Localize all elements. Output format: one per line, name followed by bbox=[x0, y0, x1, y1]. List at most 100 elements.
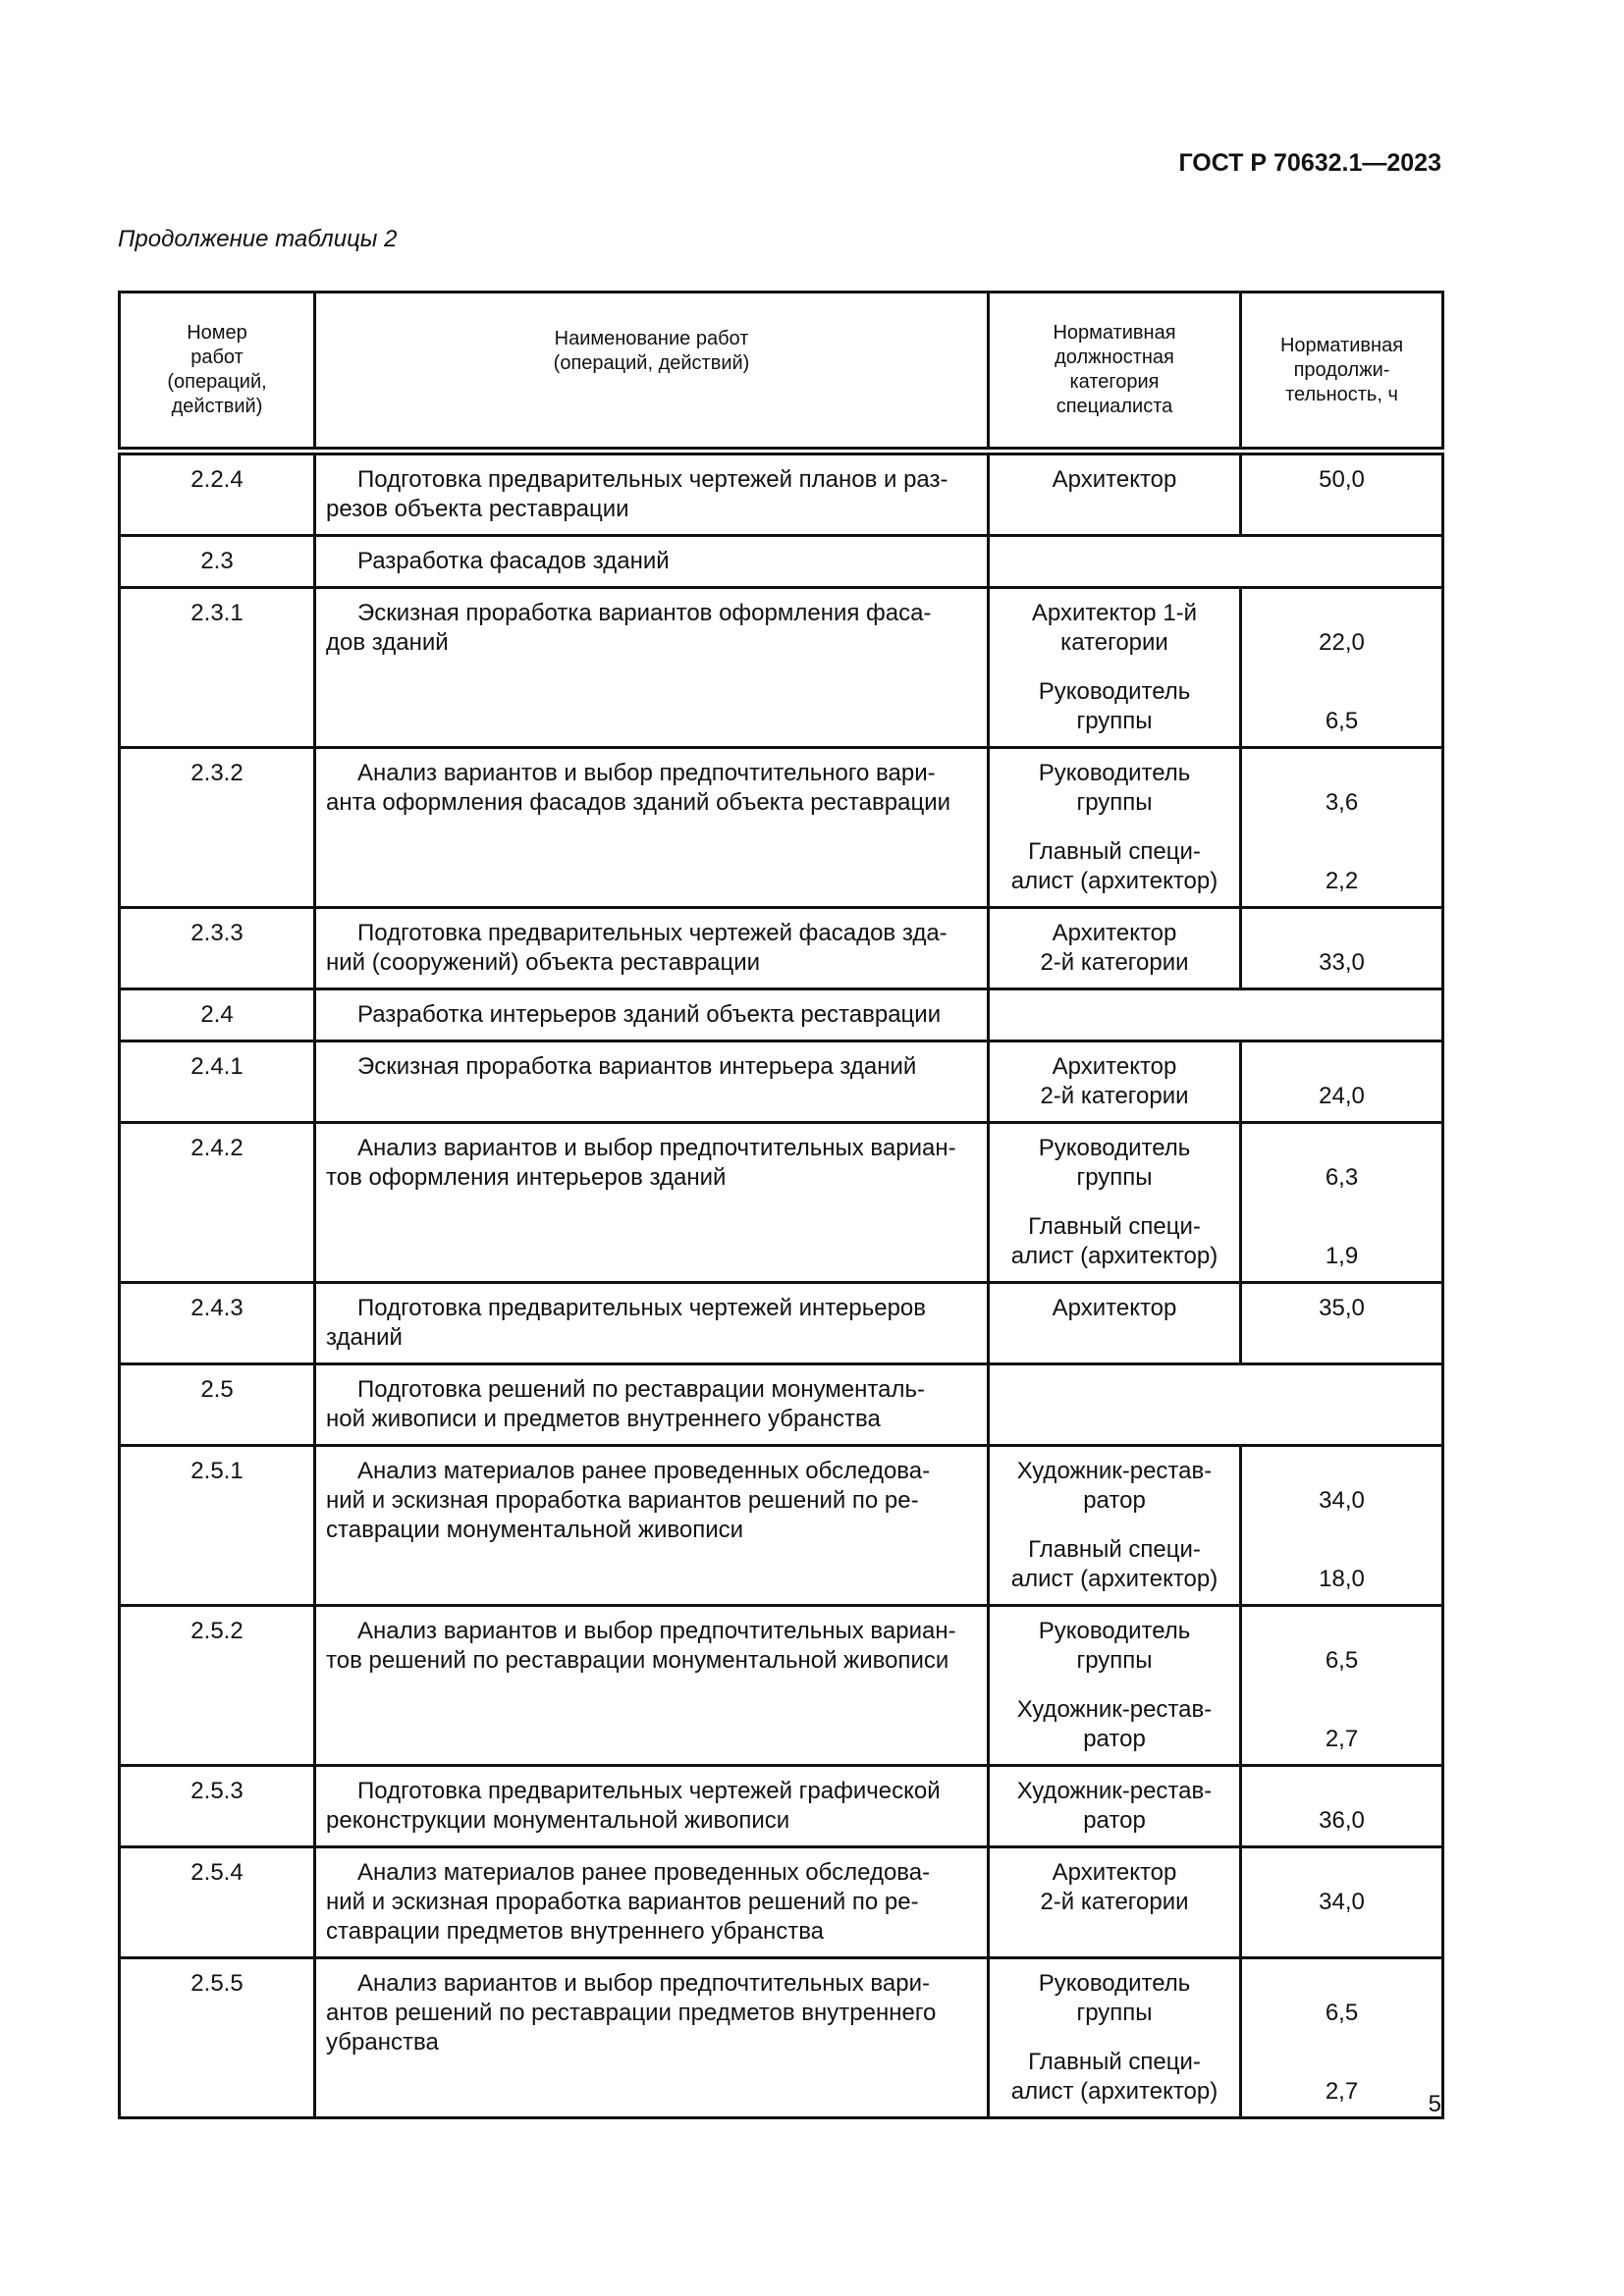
duration-cell: 24,0 bbox=[1239, 1040, 1444, 1124]
header-work-name: Наименование работ (операций, действий) bbox=[313, 291, 990, 453]
table-row: 2.4.3 Подготовка предварительных чертежей… bbox=[118, 1281, 1444, 1365]
specialist-cell: Архитектор bbox=[987, 1281, 1242, 1365]
specialist-category: Главный специ- алист (архитектор) bbox=[1010, 838, 1218, 894]
duration-cell: 34,0 bbox=[1239, 1845, 1444, 1959]
duration-cell: 36,0 bbox=[1239, 1764, 1444, 1848]
duration-value: 50,0 bbox=[1319, 466, 1365, 493]
duration-value: 6,5 bbox=[1325, 708, 1359, 734]
work-number: 2.5.1 bbox=[118, 1444, 316, 1607]
specialist-category: Художник-рестав- ратор bbox=[1016, 1696, 1213, 1752]
duration-cell: 6,3 1,9 bbox=[1239, 1121, 1444, 1284]
duration-value: 2,7 bbox=[1325, 1726, 1359, 1752]
duration-cell: 6,5 2,7 bbox=[1239, 1956, 1444, 2119]
specialist-category: Руководитель группы bbox=[1038, 1618, 1191, 1674]
specialist-category: Архитектор bbox=[1052, 466, 1177, 493]
specialist-category: Художник-рестав- ратор bbox=[1016, 1458, 1213, 1514]
header-specialist-category: Нормативная должностная категория специа… bbox=[987, 291, 1242, 453]
specialist-cell: Руководитель группы Главный специ- алист … bbox=[987, 1121, 1242, 1284]
duration-value: 1,9 bbox=[1325, 1243, 1359, 1269]
duration-value: 36,0 bbox=[1319, 1807, 1365, 1834]
specialist-category: Руководитель группы bbox=[1038, 1970, 1191, 2026]
duration-value: 18,0 bbox=[1319, 1566, 1365, 1592]
work-number: 2.4.3 bbox=[118, 1281, 316, 1365]
specialist-category: Главный специ- алист (архитектор) bbox=[1010, 1536, 1218, 1592]
table-header-row: Номер работ (операций, действий) Наимено… bbox=[118, 291, 1444, 453]
empty-cell bbox=[987, 534, 1444, 589]
work-name: Анализ вариантов и выбор предпочтительно… bbox=[313, 746, 990, 909]
specialist-category: Архитектор 2-й категории bbox=[1040, 1053, 1189, 1109]
duration-value: 6,5 bbox=[1325, 1647, 1359, 1674]
work-name: Подготовка предварительных чертежей фаса… bbox=[313, 906, 990, 990]
duration-value: 35,0 bbox=[1319, 1295, 1365, 1321]
duration-value: 24,0 bbox=[1319, 1083, 1365, 1109]
work-number: 2.3 bbox=[118, 534, 316, 589]
document-code: ГОСТ Р 70632.1—2023 bbox=[1178, 149, 1441, 177]
work-number: 2.5.2 bbox=[118, 1604, 316, 1767]
table-row: 2.5.1 Анализ материалов ранее проведенных… bbox=[118, 1444, 1444, 1607]
work-number: 2.5.5 bbox=[118, 1956, 316, 2119]
specialist-category: Архитектор 2-й категории bbox=[1040, 1859, 1189, 1915]
work-number: 2.4 bbox=[118, 988, 316, 1042]
specialist-category: Руководитель группы bbox=[1038, 678, 1191, 734]
specialist-cell: Руководитель группы Главный специ- алист … bbox=[987, 1956, 1242, 2119]
table-row: 2.5.3 Подготовка предварительных чертежей… bbox=[118, 1764, 1444, 1848]
specialist-cell: Архитектор 2-й категории bbox=[987, 906, 1242, 990]
work-name: Разработка фасадов зданий bbox=[313, 534, 990, 589]
specialist-cell: Архитектор bbox=[987, 447, 1242, 537]
work-name: Эскизная проработка вариантов интерьера … bbox=[313, 1040, 990, 1124]
duration-value: 3,6 bbox=[1325, 789, 1359, 816]
specialist-category: Руководитель группы bbox=[1038, 760, 1191, 816]
specialist-category: Главный специ- алист (архитектор) bbox=[1010, 1213, 1218, 1269]
duration-value: 34,0 bbox=[1319, 1889, 1365, 1915]
table-row: 2.3.2 Анализ вариантов и выбор предпочтит… bbox=[118, 746, 1444, 909]
table-row: 2.3.3 Подготовка предварительных чертежей… bbox=[118, 906, 1444, 990]
work-name: Подготовка предварительных чертежей инте… bbox=[313, 1281, 990, 1365]
specialist-category: Руководитель группы bbox=[1038, 1135, 1191, 1191]
work-name: Анализ материалов ранее проведенных обсл… bbox=[313, 1845, 990, 1959]
page-number: 5 bbox=[1428, 2091, 1441, 2117]
work-name: Подготовка предварительных чертежей граф… bbox=[313, 1764, 990, 1848]
header-duration: Нормативная продолжи- тельность, ч bbox=[1239, 291, 1444, 453]
specialist-cell: Архитектор 2-й категории bbox=[987, 1845, 1242, 1959]
work-number: 2.4.1 bbox=[118, 1040, 316, 1124]
duration-cell: 6,5 2,7 bbox=[1239, 1604, 1444, 1767]
specialist-cell: Архитектор 2-й категории bbox=[987, 1040, 1242, 1124]
duration-value: 2,2 bbox=[1325, 868, 1359, 894]
specialist-category: Художник-рестав- ратор bbox=[1016, 1778, 1213, 1834]
work-number: 2.5 bbox=[118, 1362, 316, 1447]
duration-cell: 3,6 2,2 bbox=[1239, 746, 1444, 909]
duration-value: 6,5 bbox=[1325, 2000, 1359, 2026]
duration-cell: 33,0 bbox=[1239, 906, 1444, 990]
work-name: Анализ материалов ранее проведенных обсл… bbox=[313, 1444, 990, 1607]
section-row: 2.4 Разработка интерьеров зданий объекта … bbox=[118, 988, 1444, 1042]
section-row: 2.5 Подготовка решений по реставрации мон… bbox=[118, 1362, 1444, 1447]
work-norms-table: Номер работ (операций, действий) Наимено… bbox=[118, 291, 1444, 2119]
work-number: 2.2.4 bbox=[118, 447, 316, 537]
header-work-number: Номер работ (операций, действий) bbox=[118, 291, 316, 453]
specialist-category: Главный специ- алист (архитектор) bbox=[1010, 2049, 1218, 2105]
work-name: Анализ вариантов и выбор предпочтительны… bbox=[313, 1604, 990, 1767]
work-number: 2.5.3 bbox=[118, 1764, 316, 1848]
work-number: 2.3.2 bbox=[118, 746, 316, 909]
specialist-category: Архитектор bbox=[1052, 1295, 1177, 1321]
duration-cell: 50,0 bbox=[1239, 447, 1444, 537]
work-name: Эскизная проработка вариантов оформления… bbox=[313, 586, 990, 749]
table-row: 2.4.1 Эскизная проработка вариантов интер… bbox=[118, 1040, 1444, 1124]
table-row: 2.4.2 Анализ вариантов и выбор предпочтит… bbox=[118, 1121, 1444, 1284]
duration-value: 6,3 bbox=[1325, 1164, 1359, 1191]
empty-cell bbox=[987, 1362, 1444, 1447]
table-row: 2.5.2 Анализ вариантов и выбор предпочтит… bbox=[118, 1604, 1444, 1767]
work-name: Анализ вариантов и выбор предпочтительны… bbox=[313, 1956, 990, 2119]
duration-value: 2,7 bbox=[1325, 2078, 1359, 2105]
empty-cell bbox=[987, 988, 1444, 1042]
work-name: Подготовка предварительных чертежей план… bbox=[313, 447, 990, 537]
table-row: 2.3.1 Эскизная проработка вариантов оформ… bbox=[118, 586, 1444, 749]
work-name: Подготовка решений по реставрации монуме… bbox=[313, 1362, 990, 1447]
specialist-cell: Руководитель группы Художник-рестав- рато… bbox=[987, 1604, 1242, 1767]
specialist-cell: Руководитель группы Главный специ- алист … bbox=[987, 746, 1242, 909]
duration-cell: 35,0 bbox=[1239, 1281, 1444, 1365]
work-name: Разработка интерьеров зданий объекта рес… bbox=[313, 988, 990, 1042]
specialist-category: Архитектор 2-й категории bbox=[1040, 920, 1189, 976]
work-name: Анализ вариантов и выбор предпочтительны… bbox=[313, 1121, 990, 1284]
work-number: 2.5.4 bbox=[118, 1845, 316, 1959]
